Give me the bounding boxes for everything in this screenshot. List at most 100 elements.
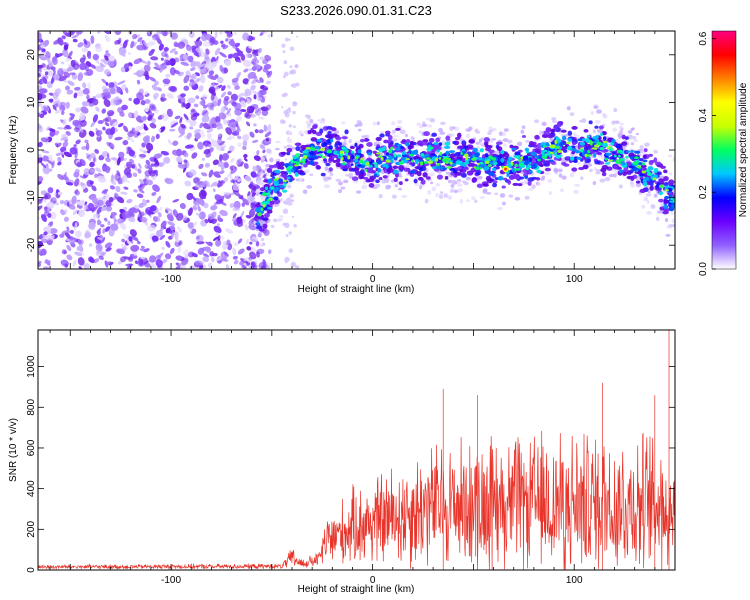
signal-blob <box>410 150 418 155</box>
signal-blob <box>365 179 371 183</box>
signal-blob <box>274 140 281 144</box>
signal-blob <box>361 185 365 190</box>
signal-blob <box>292 161 298 164</box>
noise-blob <box>167 139 173 146</box>
signal-blob <box>670 196 674 201</box>
noise-blob <box>291 215 295 218</box>
noise-blob <box>236 59 242 63</box>
signal-blob <box>645 193 652 197</box>
signal-blob <box>348 139 352 144</box>
signal-blob <box>649 181 654 187</box>
noise-blob <box>282 222 286 226</box>
signal-blob <box>486 192 492 195</box>
noise-blob <box>228 145 235 152</box>
signal-blob <box>497 175 504 181</box>
signal-blob <box>351 176 359 182</box>
noise-blob <box>128 65 132 70</box>
noise-blob <box>82 88 90 95</box>
signal-blob <box>482 183 489 187</box>
noise-blob <box>296 35 299 38</box>
noise-blob <box>183 75 190 84</box>
signal-blob <box>662 211 669 215</box>
noise-blob <box>72 259 77 267</box>
noise-blob <box>139 248 147 252</box>
signal-blob <box>642 178 647 184</box>
noise-blob <box>80 119 87 127</box>
signal-blob <box>596 141 602 146</box>
noise-blob <box>65 101 70 109</box>
noise-blob <box>194 132 202 140</box>
noise-blob <box>76 89 84 97</box>
signal-blob <box>266 192 271 195</box>
signal-blob <box>289 193 294 198</box>
noise-blob <box>165 241 171 248</box>
signal-blob <box>523 179 529 183</box>
signal-blob <box>560 129 567 133</box>
signal-blob <box>486 178 494 184</box>
signal-blob <box>444 145 451 149</box>
noise-blob <box>40 238 48 243</box>
noise-blob <box>151 84 158 91</box>
signal-blob <box>388 149 393 154</box>
noise-blob <box>190 67 196 72</box>
signal-blob <box>627 130 633 134</box>
signal-blob <box>258 231 263 234</box>
signal-blob <box>393 177 398 182</box>
signal-blob <box>420 152 425 157</box>
signal-blob <box>434 144 440 149</box>
noise-blob <box>227 53 233 59</box>
noise-blob <box>51 56 58 66</box>
noise-blob <box>209 36 216 43</box>
noise-blob <box>146 199 150 203</box>
noise-blob <box>244 175 252 182</box>
noise-blob <box>183 159 188 164</box>
noise-blob <box>47 168 53 172</box>
noise-blob <box>114 192 119 198</box>
signal-blob <box>474 199 478 204</box>
signal-blob <box>658 198 664 203</box>
signal-blob <box>544 167 551 172</box>
signal-blob <box>594 160 601 165</box>
noise-blob <box>197 141 204 150</box>
signal-blob <box>484 147 492 151</box>
signal-blob <box>435 137 441 143</box>
signal-blob <box>338 189 343 194</box>
signal-blob <box>333 153 338 158</box>
signal-blob <box>474 128 479 133</box>
signal-blob <box>670 212 675 215</box>
signal-blob <box>429 118 436 123</box>
noise-blob <box>40 162 47 169</box>
signal-blob <box>571 171 577 174</box>
noise-blob <box>161 246 165 250</box>
noise-blob <box>144 99 151 104</box>
noise-blob <box>125 68 130 73</box>
signal-blob <box>633 161 639 166</box>
signal-blob <box>370 159 375 164</box>
noise-blob <box>199 122 204 129</box>
noise-blob <box>89 257 95 264</box>
signal-blob <box>594 125 599 129</box>
signal-blob <box>666 172 673 175</box>
noise-blob <box>104 69 111 76</box>
noise-blob <box>80 106 89 114</box>
noise-blob <box>105 157 111 163</box>
noise-blob <box>282 50 286 54</box>
noise-blob <box>263 63 272 70</box>
noise-blob <box>62 49 69 58</box>
noise-blob <box>127 130 135 138</box>
signal-blob <box>588 141 594 144</box>
signal-blob <box>357 128 362 132</box>
noise-blob <box>202 256 210 263</box>
signal-blob <box>383 139 389 144</box>
signal-blob <box>647 190 651 194</box>
signal-blob <box>267 206 273 210</box>
signal-blob <box>461 172 467 178</box>
signal-blob <box>364 168 368 173</box>
noise-blob <box>131 235 139 242</box>
noise-blob <box>66 89 74 95</box>
signal-blob <box>268 164 275 169</box>
signal-blob <box>435 192 439 198</box>
signal-blob <box>459 198 464 204</box>
signal-blob <box>531 184 536 189</box>
